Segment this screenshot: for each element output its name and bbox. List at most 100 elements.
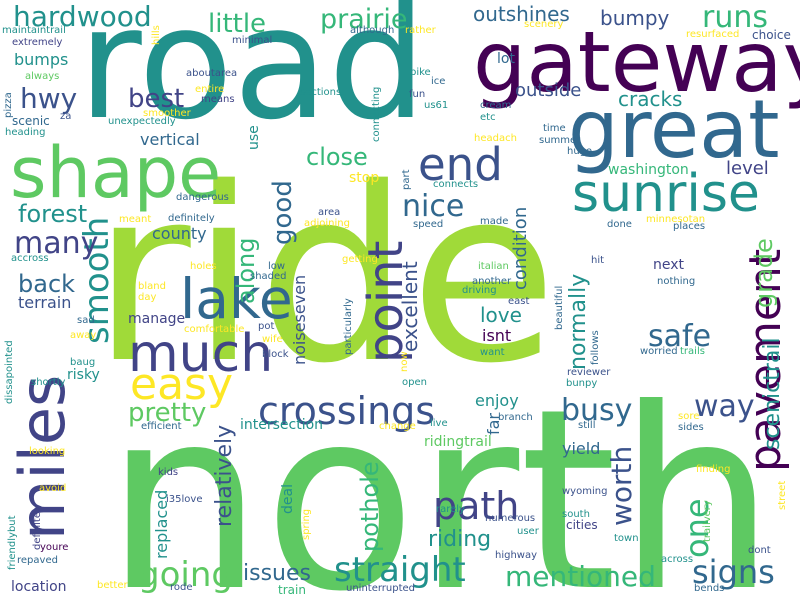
word-use: use bbox=[246, 125, 262, 150]
word-nice: nice bbox=[402, 189, 465, 224]
word-cities: cities bbox=[566, 518, 598, 532]
word-summer: summer bbox=[539, 135, 581, 146]
word-trailvery: trailvery bbox=[702, 500, 713, 542]
word-scenic: scenic bbox=[12, 114, 50, 128]
word-za: za bbox=[60, 111, 72, 122]
word-minnesotan: minnesotan bbox=[646, 214, 706, 225]
word-highway: highway bbox=[495, 550, 538, 561]
word-sad: sad bbox=[77, 315, 95, 326]
word-shape: shape bbox=[10, 132, 222, 214]
word-beautiful: beautiful bbox=[554, 285, 565, 330]
word-outside: outside bbox=[515, 80, 582, 101]
word-now: now bbox=[399, 351, 410, 372]
word-busy: busy bbox=[561, 393, 633, 428]
word-prairie: prairie bbox=[320, 4, 408, 35]
word-change: change bbox=[379, 421, 416, 432]
word-great: great bbox=[568, 83, 780, 176]
word-baug: baug bbox=[70, 357, 96, 368]
word-relatively: relatively bbox=[212, 424, 237, 527]
word-lake: lake bbox=[180, 267, 293, 331]
word-looking: looking bbox=[29, 446, 66, 457]
word-connecting: connecting bbox=[371, 86, 382, 142]
word-cracks: cracks bbox=[618, 87, 683, 111]
word-unexpectedly: unexpectedly bbox=[108, 116, 176, 127]
word-still: still bbox=[578, 420, 596, 431]
word-meant: meant bbox=[119, 214, 152, 225]
word-bland: bland bbox=[138, 281, 166, 292]
word-deal: deal bbox=[280, 484, 296, 514]
word-bumpy: bumpy bbox=[600, 6, 670, 30]
word-close: close bbox=[306, 143, 368, 171]
word-kids: kids bbox=[158, 467, 179, 478]
word-best: best bbox=[128, 84, 185, 114]
word-sunrise: sunrise bbox=[572, 164, 760, 224]
word-definitely-top: definitely bbox=[168, 213, 215, 224]
word-rarely: rarely bbox=[436, 504, 465, 515]
word-want: want bbox=[480, 347, 505, 358]
word-stop: stop bbox=[349, 170, 380, 186]
word-safe: safe bbox=[648, 319, 712, 354]
word-holes: holes bbox=[190, 261, 217, 272]
word-speed: speed bbox=[413, 219, 444, 230]
word-vertical: vertical bbox=[140, 130, 200, 149]
word-headach: headach bbox=[474, 133, 517, 144]
word-user: user bbox=[517, 526, 539, 537]
word-heading: heading bbox=[5, 127, 46, 138]
word-aboutarea: aboutarea bbox=[186, 68, 238, 79]
word-hit: hit bbox=[591, 255, 605, 266]
word-hwy: hwy bbox=[20, 82, 78, 115]
word-ice: ice bbox=[431, 76, 446, 87]
word-fun: fun bbox=[409, 89, 426, 100]
word-condition: condition bbox=[510, 206, 531, 290]
word-made: made bbox=[480, 216, 509, 227]
word-dangerous: dangerous bbox=[176, 192, 229, 203]
word-love: love bbox=[480, 303, 522, 327]
word-outshines: outshines bbox=[473, 2, 570, 26]
word-adjoining: adjoining bbox=[304, 218, 350, 229]
word-minimal: minimal bbox=[232, 35, 273, 46]
word-scenictrail: scenictrail bbox=[760, 337, 785, 450]
word-washington: washington bbox=[608, 162, 689, 178]
word-good: good bbox=[268, 180, 298, 245]
word-terrain: terrain bbox=[18, 293, 72, 312]
word-branch: branch bbox=[498, 412, 533, 423]
word-risky: risky bbox=[67, 367, 100, 383]
word-area: area bbox=[318, 207, 341, 218]
word-places: places bbox=[673, 221, 706, 232]
word-yield: yield bbox=[562, 439, 601, 458]
word-uninterrupted: uninterrupted bbox=[346, 583, 416, 594]
word-enjoy: enjoy bbox=[475, 391, 519, 410]
word-day: day bbox=[138, 292, 157, 303]
word-bunpy: bunpy bbox=[566, 378, 598, 389]
word-rather: rather bbox=[405, 25, 436, 36]
word-shortly: shortly bbox=[31, 377, 66, 388]
word-entire: entire bbox=[195, 84, 225, 95]
word-pot: pot bbox=[258, 321, 275, 332]
word-reviewer: reviewer bbox=[567, 367, 611, 378]
word-many: many bbox=[14, 226, 99, 261]
word-ride: ride bbox=[92, 136, 558, 416]
word-end: end bbox=[418, 138, 503, 191]
word-open: open bbox=[402, 377, 427, 388]
word-live: live bbox=[430, 418, 448, 429]
word-rode: rode bbox=[170, 582, 193, 593]
word-cream: cream bbox=[480, 100, 512, 111]
word-sections: sections bbox=[300, 87, 342, 98]
word-extremely: extremely bbox=[12, 37, 63, 48]
word-youre: youre bbox=[40, 542, 69, 553]
word-path: path bbox=[433, 484, 520, 528]
word-means: means bbox=[201, 94, 235, 105]
word-wyoming: wyoming bbox=[562, 486, 608, 497]
word-manage: manage bbox=[128, 311, 186, 327]
word-comfortable: comfortable bbox=[184, 324, 245, 335]
word-avoid: avoid bbox=[39, 483, 67, 494]
word-worth: worth bbox=[605, 445, 638, 526]
word-etc: etc bbox=[480, 112, 496, 123]
word-north: north bbox=[105, 355, 776, 600]
word-forest: forest bbox=[18, 200, 88, 228]
word-hugo: hugo bbox=[567, 146, 593, 157]
word-shaded: shaded bbox=[250, 271, 287, 282]
word-choice: choice bbox=[752, 28, 791, 42]
word-hills: hills bbox=[151, 25, 162, 45]
